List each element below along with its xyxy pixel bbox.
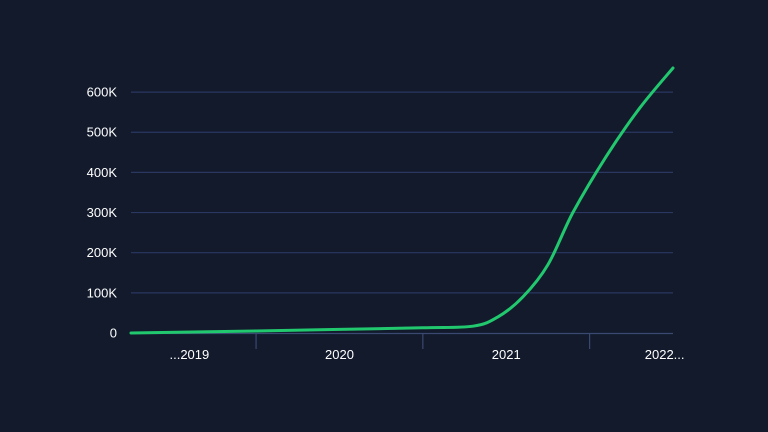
y-tick-label: 300K (87, 205, 118, 220)
y-tick-label: 100K (87, 285, 118, 300)
y-tick-label: 200K (87, 245, 118, 260)
y-tick-label: 600K (87, 85, 118, 100)
x-tick-label: 2022... (645, 347, 685, 362)
y-tick-label: 400K (87, 165, 118, 180)
x-axis: ...2019 2020 2021 2022... (131, 332, 685, 362)
grid-lines (131, 91, 673, 294)
x-tick-label: 2021 (492, 347, 521, 362)
series-layer (129, 66, 675, 335)
x-tick-label: 2020 (325, 347, 354, 362)
x-tick-label: ...2019 (169, 347, 209, 362)
y-tick-label: 500K (87, 125, 118, 140)
series-line-0 (129, 66, 675, 335)
y-tick-label: 0 (110, 326, 117, 341)
y-axis-tick-labels: 0 100K 200K 300K 400K 500K 600K (87, 85, 118, 341)
